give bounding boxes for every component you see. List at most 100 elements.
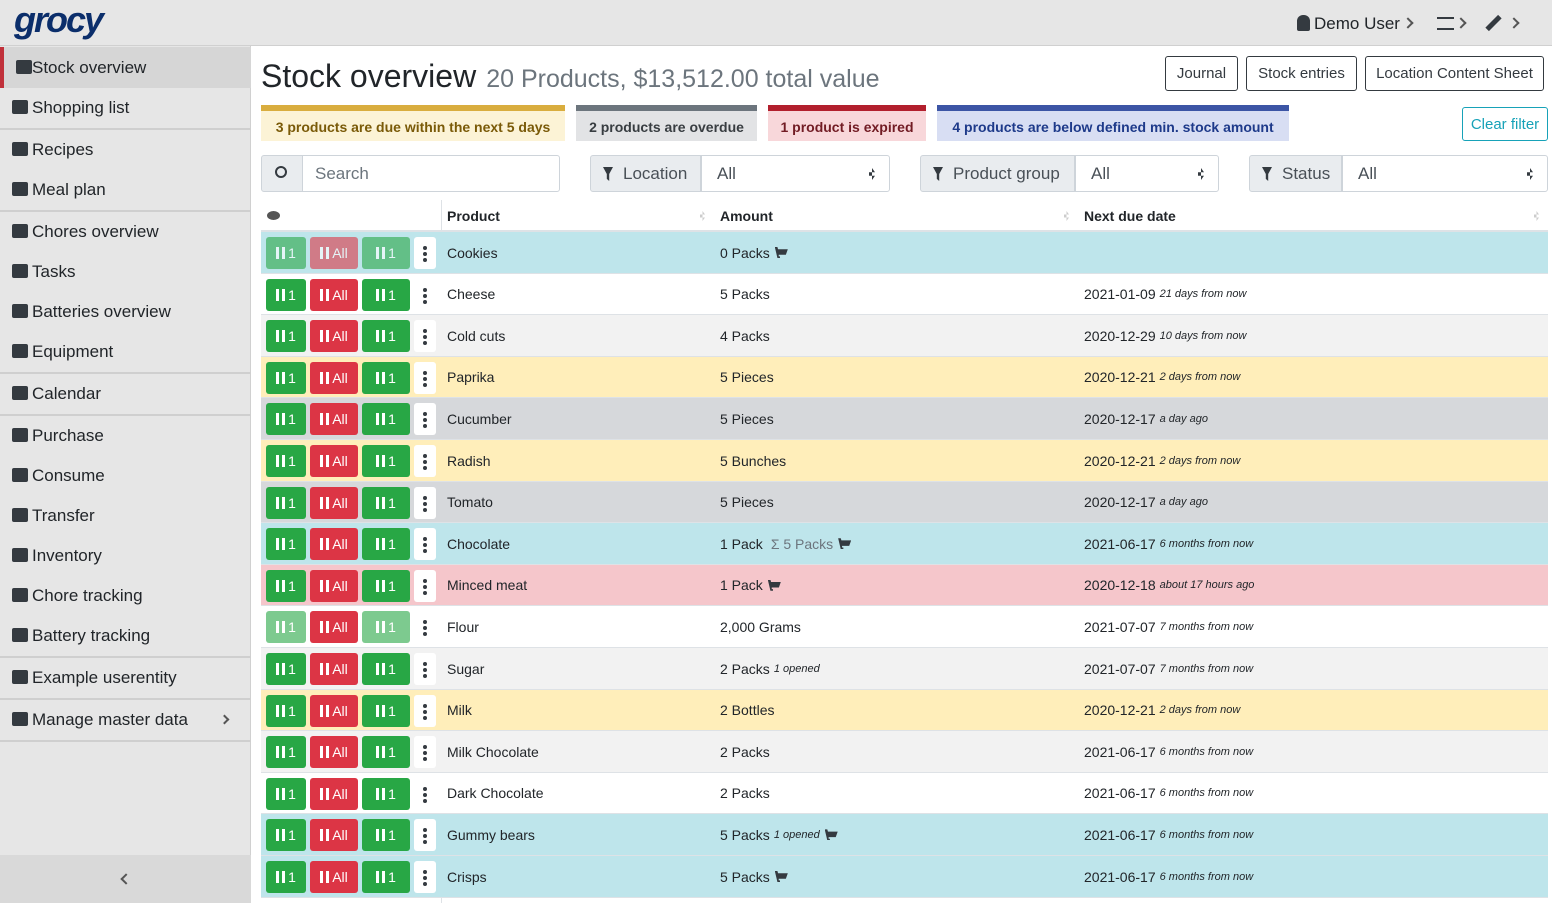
more-button[interactable] <box>414 445 436 477</box>
action-button[interactable]: 1 <box>362 403 410 435</box>
sidebar-item[interactable]: Battery tracking <box>0 615 251 656</box>
sidebar-item[interactable]: Tasks <box>0 251 251 292</box>
more-button[interactable] <box>414 362 436 394</box>
action-button[interactable]: 1 <box>266 861 306 893</box>
action-button[interactable]: All <box>310 695 358 727</box>
more-button[interactable] <box>414 653 436 685</box>
header-button[interactable]: Location Content Sheet <box>1365 56 1544 91</box>
action-button[interactable]: All <box>310 736 358 768</box>
header-button[interactable]: Stock entries <box>1246 56 1357 91</box>
filter-select[interactable]: All <box>701 155 890 192</box>
more-button[interactable] <box>414 819 436 851</box>
action-button[interactable]: 1 <box>362 570 410 602</box>
column-header[interactable]: Product <box>447 200 690 232</box>
action-button[interactable]: 1 <box>266 320 306 352</box>
action-button[interactable]: 1 <box>266 487 306 519</box>
sidebar-item[interactable]: Manage master data <box>0 699 251 740</box>
status-alert[interactable]: 1 product is expired <box>768 105 926 141</box>
action-button[interactable]: All <box>310 653 358 685</box>
sidebar-item[interactable]: Meal plan <box>0 169 251 210</box>
more-button[interactable] <box>414 695 436 727</box>
status-alert[interactable]: 3 products are due within the next 5 day… <box>261 105 565 141</box>
action-button[interactable]: All <box>310 778 358 810</box>
more-button[interactable] <box>414 861 436 893</box>
filter-select[interactable]: All <box>1342 155 1548 192</box>
product-cell[interactable]: Cucumber <box>447 398 707 439</box>
action-button[interactable]: All <box>310 403 358 435</box>
product-cell[interactable]: Tomato <box>447 482 707 523</box>
action-button[interactable]: 1 <box>266 695 306 727</box>
settings-icon[interactable] <box>1437 17 1454 30</box>
column-header[interactable]: Next due date <box>1084 200 1524 232</box>
action-button[interactable]: All <box>310 362 358 394</box>
action-button[interactable]: All <box>310 611 358 643</box>
action-button[interactable]: 1 <box>362 320 410 352</box>
action-button[interactable]: 1 <box>362 445 410 477</box>
product-cell[interactable]: Paprika <box>447 357 707 398</box>
more-button[interactable] <box>414 736 436 768</box>
header-button[interactable]: Journal <box>1165 56 1238 91</box>
sidebar-item[interactable]: Chore tracking <box>0 575 251 616</box>
action-button[interactable]: 1 <box>362 695 410 727</box>
action-button[interactable]: All <box>310 237 358 269</box>
more-button[interactable] <box>414 528 436 560</box>
search-input[interactable]: Search <box>302 155 560 192</box>
status-alert[interactable]: 4 products are below defined min. stock … <box>937 105 1289 141</box>
product-cell[interactable]: Chocolate <box>447 523 707 564</box>
action-button[interactable]: 1 <box>362 362 410 394</box>
sidebar-item[interactable]: Calendar <box>0 373 251 414</box>
product-cell[interactable]: Gummy bears <box>447 814 707 855</box>
product-cell[interactable]: Radish <box>447 440 707 481</box>
action-button[interactable]: All <box>310 320 358 352</box>
product-cell[interactable]: Milk Chocolate <box>447 731 707 772</box>
sidebar-item[interactable]: Batteries overview <box>0 291 251 332</box>
action-button[interactable]: 1 <box>362 778 410 810</box>
action-button[interactable]: 1 <box>266 611 306 643</box>
action-button[interactable]: 1 <box>362 237 410 269</box>
action-button[interactable]: 1 <box>266 819 306 851</box>
sidebar-item[interactable]: Inventory <box>0 535 251 576</box>
more-button[interactable] <box>414 237 436 269</box>
more-button[interactable] <box>414 403 436 435</box>
action-button[interactable]: 1 <box>266 279 306 311</box>
action-button[interactable]: All <box>310 570 358 602</box>
brand-logo[interactable]: grocy <box>14 0 134 44</box>
action-button[interactable]: 1 <box>362 736 410 768</box>
more-button[interactable] <box>414 320 436 352</box>
column-header[interactable]: Amount <box>720 200 1054 232</box>
clear-filter-button[interactable]: Clear filter <box>1462 107 1548 141</box>
product-cell[interactable]: Cold cuts <box>447 315 707 356</box>
action-button[interactable]: 1 <box>266 403 306 435</box>
product-cell[interactable]: Flour <box>447 606 707 647</box>
action-button[interactable]: 1 <box>362 861 410 893</box>
action-button[interactable]: All <box>310 445 358 477</box>
product-cell[interactable]: Dark Chocolate <box>447 773 707 814</box>
more-button[interactable] <box>414 778 436 810</box>
action-button[interactable]: 1 <box>266 736 306 768</box>
more-button[interactable] <box>414 487 436 519</box>
sidebar-item[interactable]: Shopping list <box>0 87 251 128</box>
product-cell[interactable]: Minced meat <box>447 565 707 606</box>
action-button[interactable]: 1 <box>362 528 410 560</box>
more-button[interactable] <box>414 570 436 602</box>
action-button[interactable]: 1 <box>266 778 306 810</box>
sidebar-item[interactable]: Example userentity <box>0 657 251 698</box>
action-button[interactable]: 1 <box>266 445 306 477</box>
product-cell[interactable]: Crisps <box>447 856 707 897</box>
sidebar-item[interactable]: Transfer <box>0 495 251 536</box>
more-button[interactable] <box>414 279 436 311</box>
action-button[interactable]: 1 <box>362 279 410 311</box>
product-cell[interactable]: Cookies <box>447 232 707 273</box>
status-alert[interactable]: 2 products are overdue <box>576 105 757 141</box>
action-button[interactable]: 1 <box>266 570 306 602</box>
sidebar-item[interactable]: Recipes <box>0 129 251 170</box>
action-button[interactable]: 1 <box>266 528 306 560</box>
product-cell[interactable]: Sugar <box>447 648 707 689</box>
filter-select[interactable]: All <box>1075 155 1219 192</box>
action-button[interactable]: 1 <box>266 653 306 685</box>
sidebar-item[interactable]: Equipment <box>0 331 251 372</box>
sidebar-item[interactable]: Purchase <box>0 415 251 456</box>
product-cell[interactable]: Cheese <box>447 274 707 315</box>
action-button[interactable]: 1 <box>362 611 410 643</box>
action-button[interactable]: All <box>310 279 358 311</box>
